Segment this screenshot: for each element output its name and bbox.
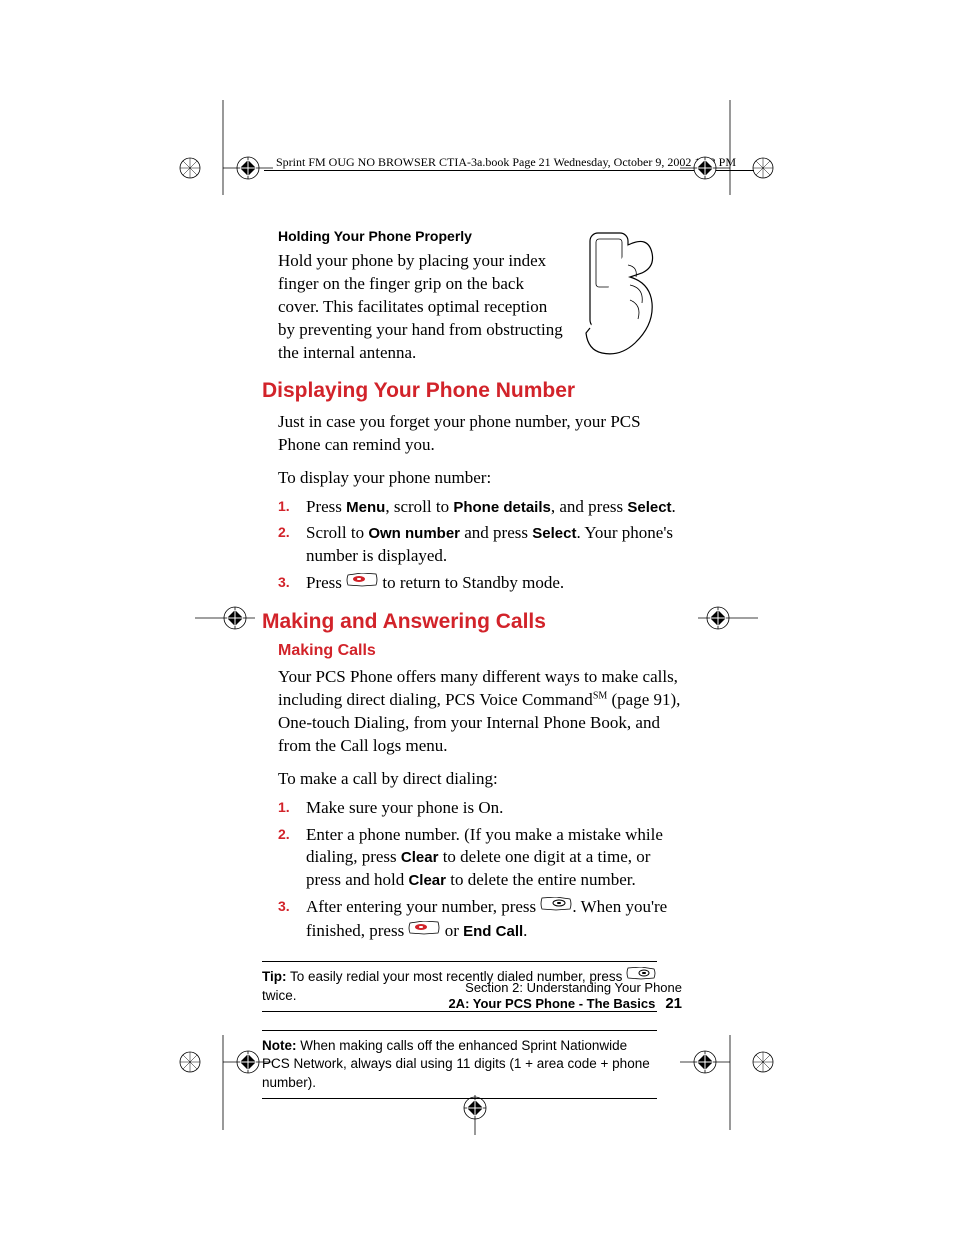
bold-text: End Call: [463, 923, 523, 940]
bold-text: Menu: [346, 499, 385, 516]
text: After entering your number, press: [306, 897, 540, 916]
text: or: [440, 921, 463, 940]
note-label: Note:: [262, 1038, 297, 1053]
list-body: Press Menu, scroll to Phone details, and…: [306, 496, 682, 519]
list-display-number: 1. Press Menu, scroll to Phone details, …: [262, 496, 682, 596]
list-item: 2. Scroll to Own number and press Select…: [278, 522, 682, 568]
text: .: [672, 497, 676, 516]
page-content: Holding Your Phone Properly Hold your ph…: [262, 228, 682, 1099]
para-remind: Just in case you forget your phone numbe…: [262, 411, 682, 457]
list-number: 3.: [278, 896, 306, 943]
text: 2A: Your PCS Phone - The Basics: [448, 996, 655, 1011]
text: to delete the entire number.: [446, 870, 636, 889]
crop-mark-bot-left: [178, 1035, 273, 1130]
bold-text: Select: [627, 499, 671, 516]
text: Press: [306, 573, 346, 592]
list-make-call: 1. Make sure your phone is On. 2. Enter …: [262, 797, 682, 944]
crop-mark-top-left: [178, 100, 273, 195]
manual-page: Sprint FM OUG NO BROWSER CTIA-3a.book Pa…: [0, 0, 954, 1235]
para-holding-phone: Hold your phone by placing your index fi…: [262, 250, 568, 365]
list-number: 1.: [278, 797, 306, 820]
page-number: 21: [665, 995, 682, 1012]
end-key-icon: [408, 919, 440, 942]
running-header: Sprint FM OUG NO BROWSER CTIA-3a.book Pa…: [272, 155, 740, 170]
service-mark: SM: [593, 690, 607, 701]
crop-mark-top-right: [680, 100, 775, 195]
text: .: [523, 921, 527, 940]
list-item: 1. Press Menu, scroll to Phone details, …: [278, 496, 682, 519]
crop-mark-mid-right: [698, 603, 758, 633]
bold-text: Clear: [408, 872, 446, 889]
text: and press: [460, 523, 532, 542]
list-item: 3. Press to return to Standby mode.: [278, 572, 682, 596]
subhead-holding-phone: Holding Your Phone Properly: [262, 228, 682, 244]
note-box: Note: When making calls off the enhanced…: [262, 1030, 657, 1099]
bold-text: Own number: [368, 525, 460, 542]
para-many-ways: Your PCS Phone offers many different way…: [262, 666, 682, 758]
text: , scroll to: [385, 497, 453, 516]
para-to-display: To display your phone number:: [262, 467, 682, 490]
text: Press: [306, 497, 346, 516]
list-body: After entering your number, press . When…: [306, 896, 682, 943]
bold-text: Clear: [401, 849, 439, 866]
crop-mark-bottom-center: [460, 1095, 490, 1135]
list-number: 2.: [278, 522, 306, 568]
heading-making-answering: Making and Answering Calls: [262, 610, 682, 634]
list-body: Scroll to Own number and press Select. Y…: [306, 522, 682, 568]
text: , and press: [551, 497, 627, 516]
list-item: 3. After entering your number, press . W…: [278, 896, 682, 943]
subhead-making-calls: Making Calls: [262, 642, 682, 660]
footer-chapter: 2A: Your PCS Phone - The Basics 21: [262, 995, 682, 1012]
list-item: 2. Enter a phone number. (If you make a …: [278, 824, 682, 893]
crop-mark-bot-right: [680, 1035, 775, 1130]
end-key-icon: [346, 571, 378, 594]
list-number: 3.: [278, 572, 306, 596]
list-body: Enter a phone number. (If you make a mis…: [306, 824, 682, 893]
para-to-make-call: To make a call by direct dialing:: [262, 768, 682, 791]
page-footer: Section 2: Understanding Your Phone 2A: …: [262, 980, 682, 1012]
list-number: 1.: [278, 496, 306, 519]
text: to return to Standby mode.: [378, 573, 564, 592]
list-number: 2.: [278, 824, 306, 893]
footer-section: Section 2: Understanding Your Phone: [262, 980, 682, 995]
text: Scroll to: [306, 523, 368, 542]
text: When making calls off the enhanced Sprin…: [262, 1038, 650, 1089]
bold-text: Select: [532, 525, 576, 542]
bold-text: Phone details: [453, 499, 551, 516]
list-item: 1. Make sure your phone is On.: [278, 797, 682, 820]
list-body: Make sure your phone is On.: [306, 797, 682, 820]
list-body: Press to return to Standby mode.: [306, 572, 682, 596]
heading-displaying-number: Displaying Your Phone Number: [262, 379, 682, 403]
talk-key-icon: [540, 895, 572, 918]
crop-mark-mid-left: [195, 603, 255, 633]
